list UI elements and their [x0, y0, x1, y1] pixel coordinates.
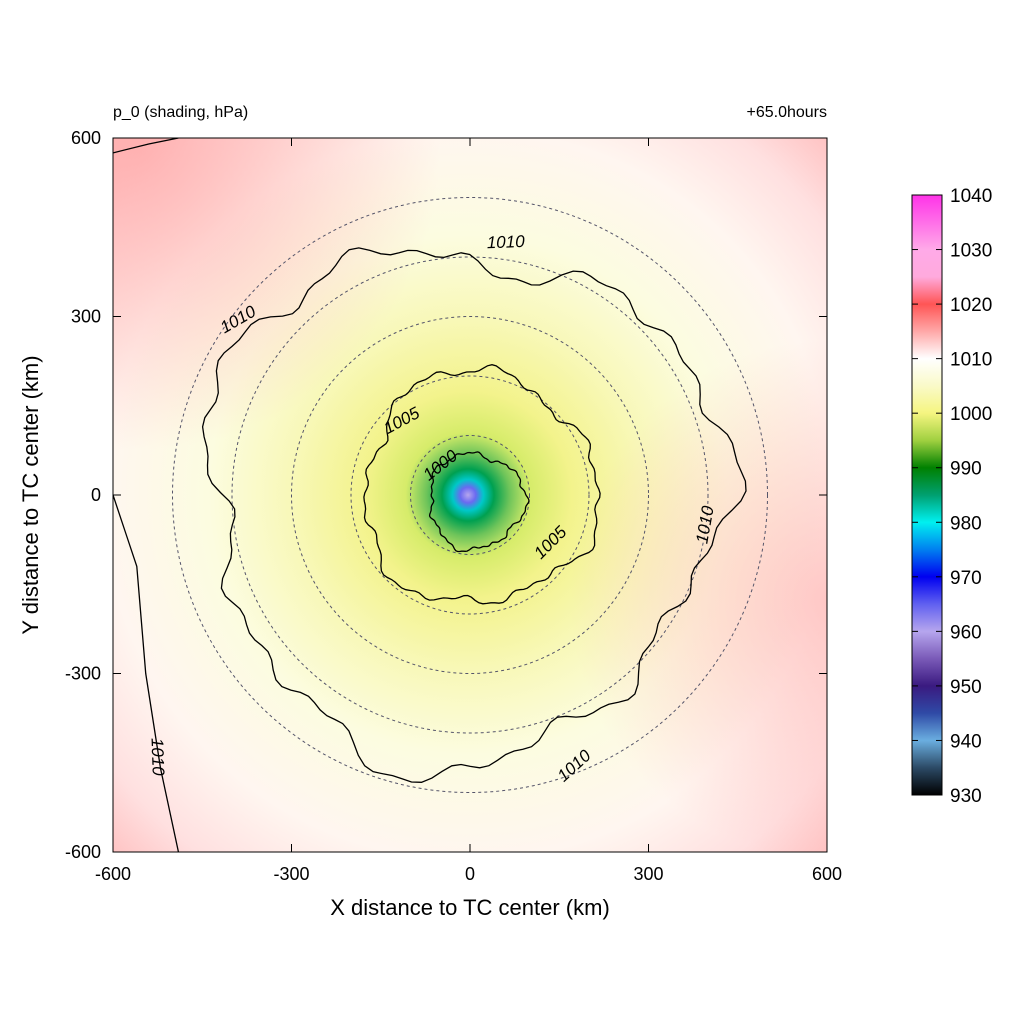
forecast-time: +65.0hours	[746, 104, 827, 121]
colorbar-tick-label: 1010	[950, 350, 992, 371]
pressure-field	[113, 138, 827, 852]
colorbar-tick-label: 940	[950, 731, 982, 752]
x-axis-label: X distance to TC center (km)	[330, 895, 610, 920]
y-tick-label: 300	[71, 307, 101, 327]
colorbar: 1040 1030 1020 1010 1000 990 980 970 960 950 940 93…	[911, 186, 992, 807]
colorbar-tick-label: 960	[950, 622, 982, 643]
x-tick-label: 0	[465, 864, 475, 884]
colorbar-tick-label: 970	[950, 568, 982, 589]
high-pressure-right	[113, 138, 827, 852]
x-tick-label: 300	[633, 864, 663, 884]
chart-title: p_0 (shading, hPa)	[113, 104, 248, 121]
contour-1010-northwest-edge	[113, 138, 179, 154]
y-tick-label: 0	[91, 485, 101, 505]
colorbar-tick-label: 1000	[950, 404, 992, 425]
y-tick-label: 600	[71, 128, 101, 148]
contour-1005	[363, 364, 601, 605]
colorbar-tick-label: 990	[950, 459, 982, 480]
range-ring-100	[410, 435, 530, 555]
contour-1010-west-edge	[113, 494, 180, 852]
colorbar-tick-label: 1040	[950, 186, 992, 207]
x-tick-label: 600	[812, 864, 842, 884]
x-tick-label: -600	[95, 864, 131, 884]
range-ring-200	[350, 375, 590, 615]
colorbar-tick-label: 930	[950, 786, 982, 807]
pressure-contours	[113, 138, 747, 852]
range-ring-500	[172, 197, 768, 793]
range-rings	[172, 197, 768, 793]
colorbar-tick-label: 950	[950, 677, 982, 698]
x-tick-label: -300	[273, 864, 309, 884]
colorbar-tick-label: 980	[950, 513, 982, 534]
y-axis-label: Y distance to TC center (km)	[18, 355, 43, 634]
range-ring-400	[231, 256, 709, 734]
y-tick-label: -300	[65, 664, 101, 684]
range-ring-300	[291, 316, 649, 674]
y-axis: -600 -300 0 300 600	[65, 128, 827, 862]
y-tick-label: -600	[65, 842, 101, 862]
contour-1000	[428, 451, 530, 553]
colorbar-scale	[911, 194, 943, 796]
contour-1010	[201, 247, 747, 783]
colorbar-tick-label: 1020	[950, 295, 992, 316]
x-axis: -600 -300 0 300 600	[95, 138, 842, 884]
contour-label-0: 1010	[486, 232, 525, 252]
contour-label-4: 1010	[147, 738, 167, 777]
colorbar-tick-label: 1030	[950, 241, 992, 262]
colorbar-ticks: 1040 1030 1020 1010 1000 990 980 970 960 950 940 93…	[912, 186, 992, 807]
